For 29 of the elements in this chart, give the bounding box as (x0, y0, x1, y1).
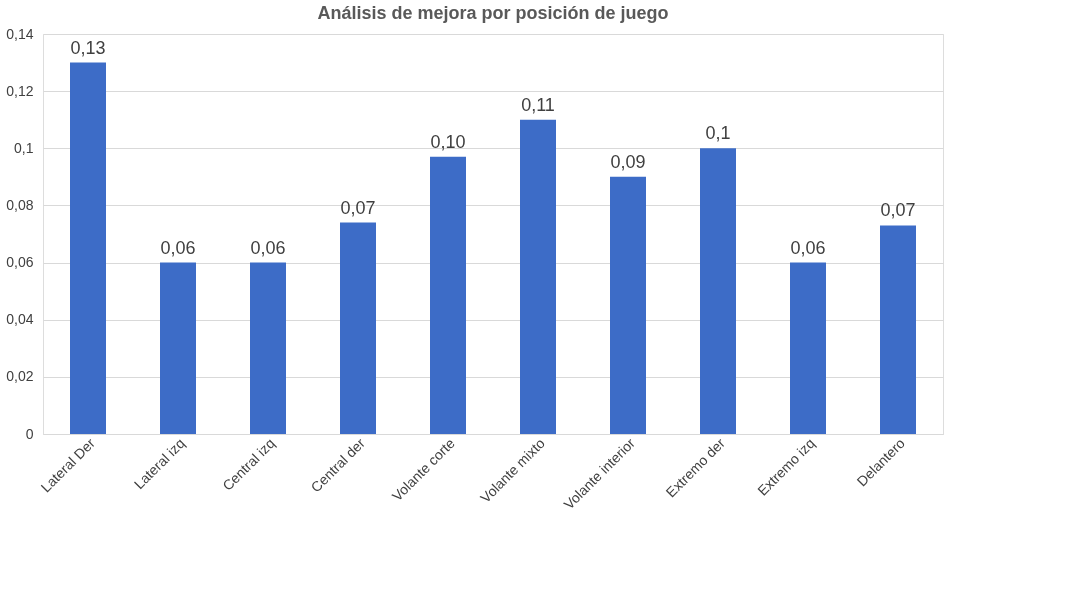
y-tick-label: 0,1 (14, 139, 34, 156)
bar (160, 262, 196, 434)
y-tick-label: 0,14 (6, 25, 34, 42)
y-tick-label: 0 (25, 425, 34, 442)
bar (520, 119, 556, 434)
y-tick-label: 0,04 (6, 311, 34, 328)
bar (880, 225, 916, 434)
data-label: 0,10 (430, 131, 466, 152)
data-label: 0,06 (250, 237, 286, 258)
data-label: 0,13 (70, 37, 106, 58)
bar (700, 148, 736, 434)
bar (610, 176, 646, 434)
data-label: 0,06 (160, 237, 196, 258)
bar (250, 262, 286, 434)
bar (430, 156, 466, 434)
data-label: 0,07 (340, 197, 376, 218)
data-label: 0,07 (880, 200, 916, 221)
data-label: 0,06 (790, 237, 826, 258)
bar (790, 262, 826, 434)
bar (340, 222, 376, 434)
y-tick-label: 0,02 (6, 368, 34, 385)
chart-title: Análisis de mejora por posición de juego (317, 3, 669, 23)
y-tick-label: 0,06 (6, 254, 34, 271)
data-label: 0,09 (610, 151, 646, 172)
data-label: 0,1 (705, 123, 731, 144)
y-tick-label: 0,12 (6, 82, 34, 99)
y-tick-label: 0,08 (6, 196, 34, 213)
data-label: 0,11 (521, 94, 555, 115)
bar (70, 62, 106, 434)
